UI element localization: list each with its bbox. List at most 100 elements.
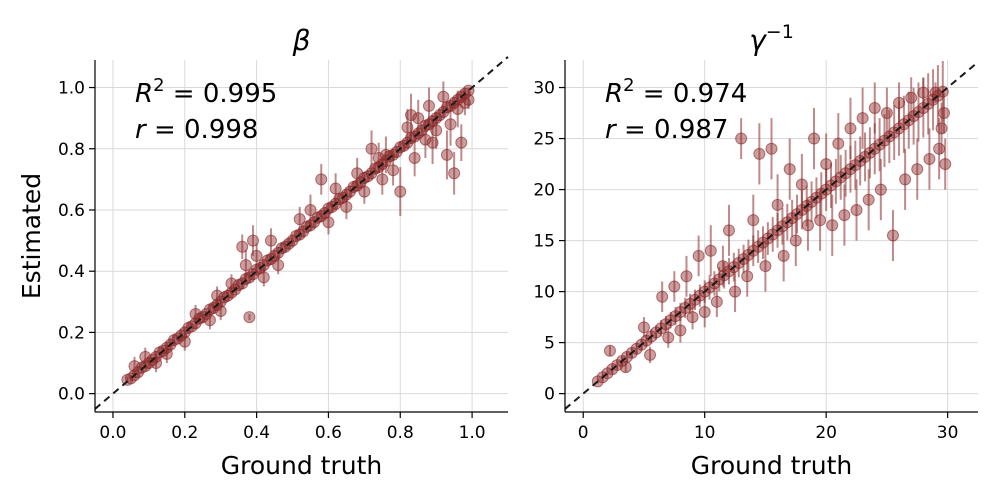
data-point bbox=[351, 167, 364, 180]
identity-line bbox=[94, 56, 509, 410]
data-point bbox=[329, 182, 342, 195]
r-value: = 0.998 bbox=[146, 115, 259, 145]
data-point bbox=[394, 185, 407, 198]
r-squared-symbol: R bbox=[605, 79, 623, 109]
data-point bbox=[698, 306, 711, 319]
data-point bbox=[862, 193, 875, 206]
data-point bbox=[783, 163, 796, 176]
data-point bbox=[239, 259, 252, 272]
r-symbol: r bbox=[135, 115, 148, 145]
data-point bbox=[838, 209, 851, 222]
data-point bbox=[644, 348, 657, 361]
data-point bbox=[832, 137, 845, 150]
x-axis-label: Ground truth bbox=[691, 451, 852, 480]
data-point bbox=[933, 142, 946, 155]
data-point bbox=[365, 142, 378, 155]
data-point bbox=[189, 308, 202, 321]
data-point bbox=[886, 229, 899, 242]
data-point bbox=[603, 344, 616, 357]
x-tick-label: 0.2 bbox=[171, 423, 198, 443]
data-point bbox=[372, 151, 385, 164]
y-tick-label: 20 bbox=[533, 181, 555, 201]
data-point bbox=[777, 249, 790, 262]
r-symbol: r bbox=[605, 115, 618, 145]
data-point bbox=[808, 132, 821, 145]
data-point bbox=[304, 203, 317, 216]
data-point bbox=[937, 107, 950, 120]
y-tick-label: 0 bbox=[544, 385, 555, 405]
data-point bbox=[868, 101, 881, 114]
x-tick-label: 1.0 bbox=[459, 423, 486, 443]
chart-title: γ−1 bbox=[749, 21, 794, 57]
data-point bbox=[387, 164, 400, 177]
data-point bbox=[716, 260, 729, 273]
chart-title: β bbox=[292, 24, 311, 57]
data-point bbox=[674, 324, 687, 337]
data-point bbox=[680, 270, 693, 283]
data-point bbox=[257, 271, 270, 284]
data-point bbox=[856, 112, 869, 125]
data-point bbox=[250, 249, 263, 262]
r-value: = 0.987 bbox=[616, 115, 729, 145]
y-axis-label: Estimated bbox=[17, 173, 46, 299]
x-tick-label: 30 bbox=[937, 423, 959, 443]
data-point bbox=[704, 244, 717, 257]
r-squared-superscript: 2 bbox=[153, 75, 164, 96]
data-point bbox=[401, 121, 414, 134]
data-point bbox=[462, 93, 475, 106]
data-point bbox=[358, 185, 371, 198]
data-point bbox=[814, 214, 827, 227]
x-tick-label: 0.4 bbox=[243, 423, 270, 443]
x-tick-label: 0.0 bbox=[99, 423, 126, 443]
y-tick-label: 0.6 bbox=[58, 201, 85, 221]
data-point bbox=[405, 109, 418, 122]
data-point bbox=[668, 280, 681, 293]
chart-title-text: γ bbox=[749, 24, 767, 57]
data-point bbox=[880, 107, 893, 120]
data-point bbox=[422, 99, 435, 112]
y-tick-label: 0.2 bbox=[58, 323, 85, 343]
data-point bbox=[765, 142, 778, 155]
data-point bbox=[935, 122, 948, 135]
data-point bbox=[939, 158, 952, 171]
y-tick-label: 5 bbox=[544, 334, 555, 354]
data-point bbox=[874, 183, 887, 196]
y-tick-label: 0.4 bbox=[58, 262, 85, 282]
data-point bbox=[214, 304, 227, 317]
data-point bbox=[826, 219, 839, 232]
data-point bbox=[729, 285, 742, 298]
r-annotation: r = 0.987 bbox=[605, 115, 728, 145]
data-point bbox=[203, 314, 216, 327]
data-point bbox=[619, 361, 632, 374]
data-point bbox=[722, 224, 735, 237]
x-tick-label: 0.6 bbox=[315, 423, 342, 443]
data-point bbox=[662, 331, 675, 344]
data-point bbox=[905, 91, 918, 104]
identity-line bbox=[564, 61, 979, 410]
data-point bbox=[419, 133, 432, 146]
data-point bbox=[735, 132, 748, 145]
data-point bbox=[448, 167, 461, 180]
r-annotation: r = 0.998 bbox=[135, 115, 258, 145]
data-point bbox=[340, 200, 353, 213]
data-point bbox=[917, 86, 930, 99]
data-point bbox=[322, 216, 335, 229]
data-point bbox=[753, 147, 766, 160]
panel-gamma-inverse: 0 10 20 30 0 5 10 15 20 25 30 γ−1 Ground truth R2 = 0… bbox=[533, 21, 979, 480]
data-point bbox=[211, 289, 224, 302]
y-tick-label: 10 bbox=[533, 283, 555, 303]
data-point bbox=[128, 360, 141, 373]
data-point bbox=[899, 173, 912, 186]
data-point bbox=[710, 295, 723, 308]
data-point bbox=[412, 112, 425, 125]
y-tick-label: 0.0 bbox=[58, 385, 85, 405]
r-squared-superscript: 2 bbox=[623, 75, 634, 96]
y-tick-label: 1.0 bbox=[58, 79, 85, 99]
r-squared-annotation: R2 = 0.974 bbox=[605, 75, 747, 109]
r-squared-value: = 0.974 bbox=[635, 79, 748, 109]
data-point bbox=[455, 136, 468, 149]
x-tick-label: 0.8 bbox=[387, 423, 414, 443]
data-point bbox=[437, 90, 450, 103]
x-tick-label: 10 bbox=[694, 423, 716, 443]
